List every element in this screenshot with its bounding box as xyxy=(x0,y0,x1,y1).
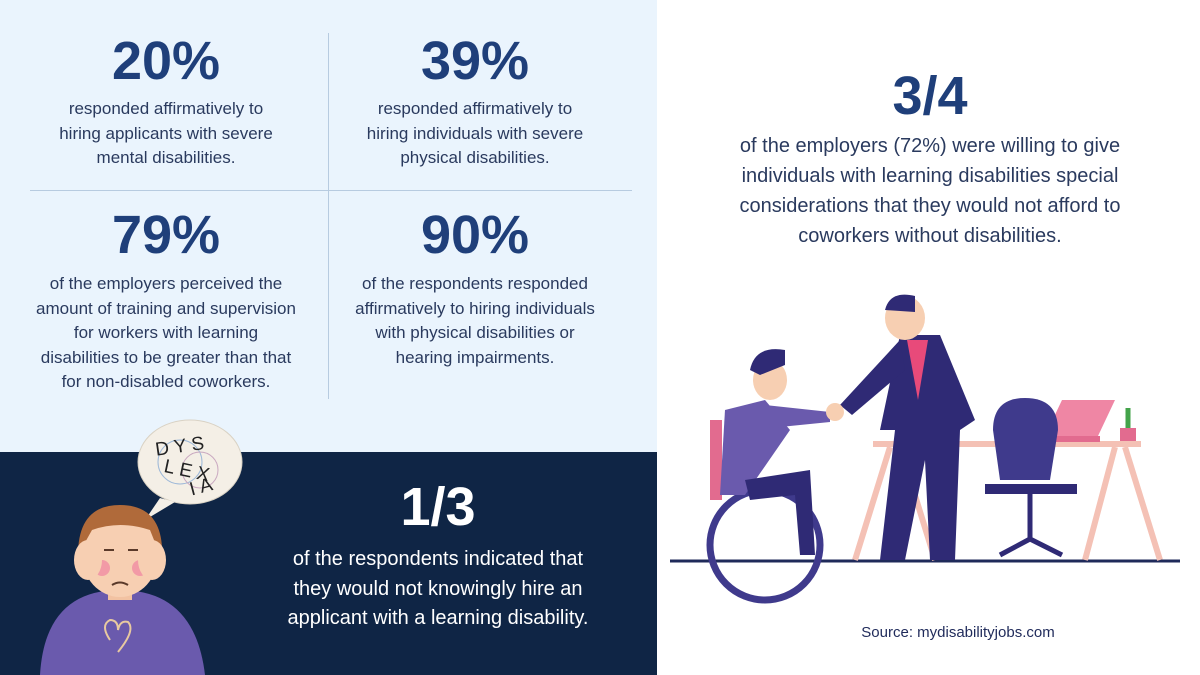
description-line: hiring individuals with severe xyxy=(366,123,584,143)
description-line: physical disabilities. xyxy=(400,148,550,167)
description-line: they would not knowingly hire an xyxy=(293,577,583,600)
description-line: affirmatively to hiring individuals xyxy=(355,298,595,318)
description-line: with physical disabilities or xyxy=(375,323,575,342)
description-line: disabilities to be greater than that xyxy=(40,347,292,367)
divider xyxy=(30,190,632,191)
figure: 79% xyxy=(111,205,221,265)
description-line: of the employers perceived the xyxy=(49,274,283,293)
description-line: mental disabilities. xyxy=(96,148,236,167)
description-line: hearing impairments. xyxy=(395,347,555,367)
description-line: of the employers (72%) were willing to g… xyxy=(739,135,1121,157)
description-line: of the respondents responded xyxy=(362,274,588,293)
description-line: hiring applicants with severe xyxy=(59,123,273,143)
source: Source: mydisabilityjobs.com xyxy=(861,624,1055,641)
description-line: responded affirmatively to xyxy=(68,99,264,118)
description-line: for non-disabled coworkers. xyxy=(61,372,271,391)
description-line: individuals with learning disabilities s… xyxy=(741,165,1119,187)
description-line: for workers with learning xyxy=(73,323,259,342)
divider xyxy=(328,33,329,399)
description-line: considerations that they would not affor… xyxy=(739,195,1121,217)
description-line: coworkers without disabilities. xyxy=(798,225,1062,247)
description-line: applicant with a learning disability. xyxy=(287,607,589,629)
figure: 20% xyxy=(111,31,221,91)
girl-illustration xyxy=(40,419,243,675)
figure: 90% xyxy=(420,205,530,265)
description-line: amount of training and supervision xyxy=(36,298,296,318)
figure: 39% xyxy=(420,31,530,91)
handshake-illustration xyxy=(670,294,1180,604)
figure: 1/3 xyxy=(400,477,476,537)
figure: 3/4 xyxy=(892,66,968,126)
description-line: responded affirmatively to xyxy=(377,99,573,118)
description-line: of the respondents indicated that xyxy=(292,548,584,570)
